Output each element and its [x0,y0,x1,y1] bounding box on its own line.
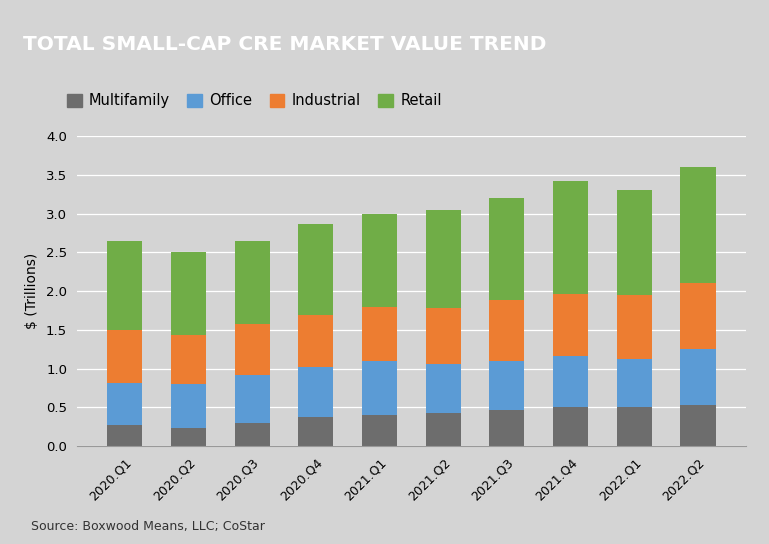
Bar [553,181,588,294]
Bar [489,198,524,300]
Bar [108,425,142,446]
Bar [617,190,652,295]
Bar [298,367,334,417]
Bar [426,364,461,413]
Bar [617,295,652,359]
Bar [171,428,206,446]
Y-axis label: $ (Trillions): $ (Trillions) [25,253,39,329]
Bar [171,384,206,428]
Bar [298,315,334,367]
Bar [235,423,270,446]
Bar [108,330,142,382]
Bar [681,349,715,405]
Bar [681,167,715,283]
Bar [553,407,588,446]
Text: TOTAL SMALL-CAP CRE MARKET VALUE TREND: TOTAL SMALL-CAP CRE MARKET VALUE TREND [23,35,547,54]
Bar [681,283,715,349]
Bar [171,335,206,384]
Bar [362,307,397,361]
Bar [426,413,461,446]
Bar [426,308,461,364]
Text: Source: Boxwood Means, LLC; CoStar: Source: Boxwood Means, LLC; CoStar [31,520,265,533]
Bar [553,356,588,407]
Bar [298,417,334,446]
Legend: Multifamily, Office, Industrial, Retail: Multifamily, Office, Industrial, Retail [61,87,448,114]
Bar [108,382,142,425]
Bar [235,240,270,324]
Bar [617,407,652,446]
Bar [235,324,270,375]
Bar [298,224,334,315]
Bar [362,361,397,415]
Bar [108,240,142,330]
Bar [426,209,461,308]
Bar [235,375,270,423]
Bar [489,361,524,410]
Bar [489,410,524,446]
Bar [362,213,397,307]
Bar [681,405,715,446]
Bar [171,252,206,335]
Bar [553,294,588,356]
Bar [362,415,397,446]
Bar [617,359,652,407]
Bar [489,300,524,361]
